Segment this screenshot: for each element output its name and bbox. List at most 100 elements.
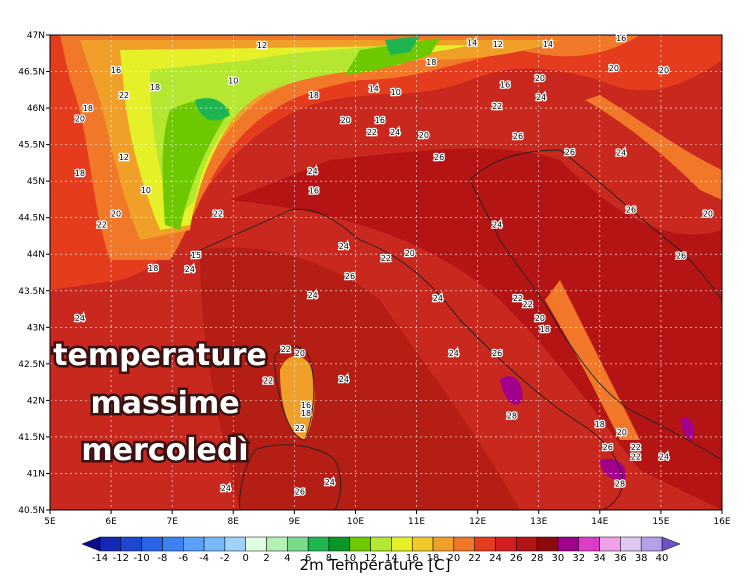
colorbar-box (266, 536, 288, 552)
station-value: 20 (419, 131, 429, 140)
station-value: 20 (535, 74, 545, 83)
station-value: 26 (603, 443, 613, 452)
station-value: 16 (375, 116, 385, 125)
station-value: 22 (97, 220, 107, 229)
station-value: 26 (513, 132, 523, 141)
station-value: 22 (213, 209, 223, 218)
station-value: 16 (111, 66, 121, 75)
station-value: 24 (536, 93, 546, 102)
colorbar-box (99, 536, 122, 552)
colorbar-label: 14 (385, 553, 398, 564)
temperature-field (50, 35, 722, 510)
station-value: 26 (295, 488, 305, 497)
station-value: 22 (523, 300, 533, 309)
station-value: 26 (345, 272, 355, 281)
lon-tick-label: 14E (591, 517, 608, 527)
colorbar-box (495, 536, 517, 552)
colorbar-label: 26 (510, 553, 523, 564)
colorbar-label: 16 (406, 553, 419, 564)
colorbar-label: 40 (656, 553, 669, 564)
station-value: 16 (616, 34, 626, 43)
colorbar-box (599, 536, 621, 552)
station-value: 16 (301, 401, 311, 410)
overlay-line: temperature (53, 338, 267, 373)
colorbar-box (141, 536, 163, 552)
station-value: 24 (433, 294, 443, 303)
colorbar-label: -4 (199, 553, 209, 564)
colorbar-box (307, 536, 330, 552)
station-value: 24 (492, 220, 502, 229)
colorbar-box (370, 536, 392, 552)
colorbar-label: 34 (593, 553, 606, 564)
colorbar-box (328, 536, 351, 552)
lat-tick-label: 44.5N (18, 214, 45, 224)
lat-tick-label: 42N (27, 396, 45, 406)
station-value: 24 (449, 349, 459, 358)
station-value: 24 (221, 484, 231, 493)
lon-tick-label: 10E (347, 517, 364, 527)
colorbar-label: 20 (447, 553, 460, 564)
colorbar-box (578, 536, 600, 552)
station-value: 20 (703, 209, 713, 218)
lat-tick-label: 41.5N (18, 433, 45, 443)
colorbar-label: 22 (468, 553, 481, 564)
colorbar-label: 12 (364, 553, 377, 564)
lat-tick-label: 45N (27, 177, 45, 187)
colorbar-box (203, 536, 226, 552)
station-value: 20 (659, 66, 669, 75)
station-value: 22 (631, 443, 641, 452)
station-value: 22 (381, 254, 391, 263)
station-value: 24 (659, 453, 669, 462)
station-value: 18 (309, 91, 319, 100)
lat-tick-label: 45.5N (18, 141, 45, 151)
axis-ticks: 5E 6E 7E 8E 9E 10E 11E 12E 13E 14E 15E 16E 47N 46.5N 4… (18, 31, 731, 527)
lat-tick-label: 46N (27, 104, 45, 114)
station-value: 14 (369, 84, 379, 93)
colorbar-box (453, 536, 475, 552)
station-value: 28 (615, 480, 625, 489)
lon-tick-label: 16E (713, 517, 730, 527)
station-value: 16 (309, 187, 319, 196)
lon-tick-label: 13E (530, 517, 547, 527)
station-value: 24 (339, 375, 349, 384)
colorbar-box (391, 536, 413, 552)
station-value: 12 (257, 41, 267, 50)
station-value: 22 (631, 453, 641, 462)
colorbar-label: 30 (552, 553, 565, 564)
colorbar-box (411, 536, 434, 552)
lat-tick-label: 40.5N (18, 506, 45, 516)
colorbar-label: 10 (343, 553, 356, 564)
station-value: 22 (281, 345, 291, 354)
station-value: 26 (565, 148, 575, 157)
colorbar-label: 0 (243, 553, 249, 564)
lon-tick-label: 8E (228, 517, 240, 527)
colorbar-label: -12 (113, 553, 129, 564)
colorbar-box (557, 536, 579, 552)
station-value: 24 (308, 291, 318, 300)
station-value: 20 (295, 349, 305, 358)
station-value: 24 (339, 242, 349, 251)
colorbar-box (516, 536, 538, 552)
station-value: 18 (75, 169, 85, 178)
station-value: 18 (595, 420, 605, 429)
station-value: 20 (341, 116, 351, 125)
lon-tick-label: 11E (408, 517, 425, 527)
lat-tick-label: 43.5N (18, 287, 45, 297)
colorbar-box (162, 536, 184, 552)
colorbar-box (620, 536, 642, 552)
station-value: 14 (467, 38, 477, 47)
colorbar-label: 2 (263, 553, 269, 564)
station-value: 26 (676, 252, 686, 261)
colorbar-label: -8 (157, 553, 167, 564)
overlay-line: mercoledì (81, 433, 248, 468)
station-value: 22 (295, 424, 305, 433)
station-value: 26 (434, 153, 444, 162)
colorbar-label: 32 (572, 553, 585, 564)
station-value: 24 (185, 265, 195, 274)
station-value: 20 (405, 249, 415, 258)
colorbar-label: 38 (635, 553, 648, 564)
colorbar-box (287, 536, 309, 552)
station-value: 22 (367, 128, 377, 137)
colorbar-label: 18 (427, 553, 440, 564)
